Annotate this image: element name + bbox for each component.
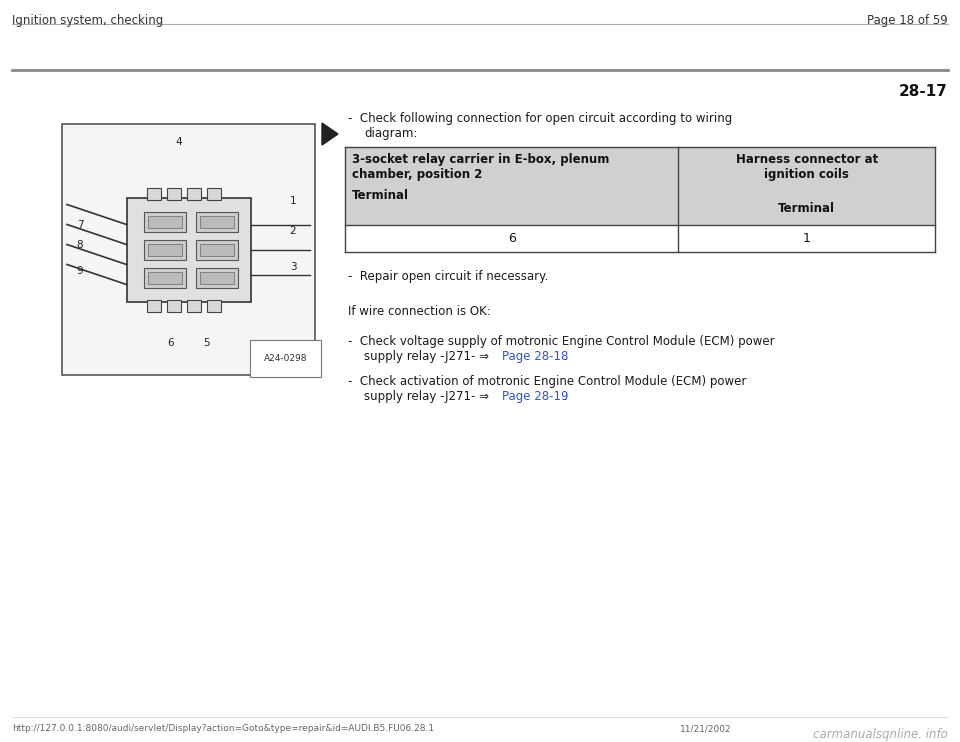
Text: Terminal: Terminal xyxy=(352,189,409,202)
Text: 5: 5 xyxy=(204,338,210,348)
Text: -  Check voltage supply of motronic Engine Control Module (ECM) power: - Check voltage supply of motronic Engin… xyxy=(348,335,775,348)
Text: A24-0298: A24-0298 xyxy=(263,354,307,363)
Bar xyxy=(143,240,185,260)
Text: .: . xyxy=(560,390,567,403)
Text: 11/21/2002: 11/21/2002 xyxy=(680,724,732,733)
Bar xyxy=(345,225,935,252)
Bar xyxy=(143,268,185,287)
Text: carmanualsqnline. info: carmanualsqnline. info xyxy=(813,728,948,741)
Text: Harness connector at: Harness connector at xyxy=(735,153,877,166)
Bar xyxy=(206,300,221,312)
Text: Terminal: Terminal xyxy=(779,202,835,215)
Bar xyxy=(147,188,160,200)
Text: supply relay -J271- ⇒: supply relay -J271- ⇒ xyxy=(364,390,492,403)
Text: chamber, position 2: chamber, position 2 xyxy=(352,168,482,181)
Text: Page 28-19: Page 28-19 xyxy=(502,390,568,403)
Text: 28-17: 28-17 xyxy=(900,84,948,99)
Text: 3-socket relay carrier in E-box, plenum: 3-socket relay carrier in E-box, plenum xyxy=(352,153,610,166)
Polygon shape xyxy=(322,123,338,145)
Text: Ignition system, checking: Ignition system, checking xyxy=(12,14,163,27)
Text: -  Repair open circuit if necessary.: - Repair open circuit if necessary. xyxy=(348,270,548,283)
Text: 2: 2 xyxy=(290,226,297,237)
Text: supply relay -J271- ⇒: supply relay -J271- ⇒ xyxy=(364,350,492,363)
Bar xyxy=(196,211,237,232)
Text: diagram:: diagram: xyxy=(364,127,418,140)
Bar xyxy=(166,300,180,312)
Text: Page 28-18: Page 28-18 xyxy=(502,350,568,363)
Bar xyxy=(148,243,181,255)
Bar xyxy=(345,147,935,225)
Bar xyxy=(200,272,233,283)
Text: If wire connection is OK:: If wire connection is OK: xyxy=(348,305,491,318)
Text: 3: 3 xyxy=(290,263,297,272)
Bar xyxy=(143,211,185,232)
Text: 6: 6 xyxy=(167,338,174,348)
Text: ignition coils: ignition coils xyxy=(764,168,849,181)
Text: 8: 8 xyxy=(77,240,84,249)
Bar xyxy=(206,188,221,200)
Text: 6: 6 xyxy=(508,232,516,245)
Bar xyxy=(148,272,181,283)
FancyBboxPatch shape xyxy=(127,197,251,301)
Bar xyxy=(196,240,237,260)
Text: 1: 1 xyxy=(290,197,297,206)
Bar xyxy=(147,300,160,312)
Text: -  Check activation of motronic Engine Control Module (ECM) power: - Check activation of motronic Engine Co… xyxy=(348,375,746,388)
Bar xyxy=(148,215,181,228)
Bar xyxy=(196,268,237,287)
Bar xyxy=(200,243,233,255)
Text: http://127.0.0.1:8080/audi/servlet/Display?action=Goto&type=repair&id=AUDI.B5.FU: http://127.0.0.1:8080/audi/servlet/Displ… xyxy=(12,724,434,733)
Text: .: . xyxy=(560,350,567,363)
Text: 7: 7 xyxy=(77,220,84,229)
Text: 1: 1 xyxy=(803,232,810,245)
Bar xyxy=(186,188,201,200)
Text: Page 18 of 59: Page 18 of 59 xyxy=(867,14,948,27)
Text: 9: 9 xyxy=(77,266,84,277)
Text: 4: 4 xyxy=(175,137,181,147)
Bar xyxy=(62,124,315,375)
Bar xyxy=(200,215,233,228)
Bar xyxy=(166,188,180,200)
Bar xyxy=(186,300,201,312)
Text: -  Check following connection for open circuit according to wiring: - Check following connection for open ci… xyxy=(348,112,732,125)
